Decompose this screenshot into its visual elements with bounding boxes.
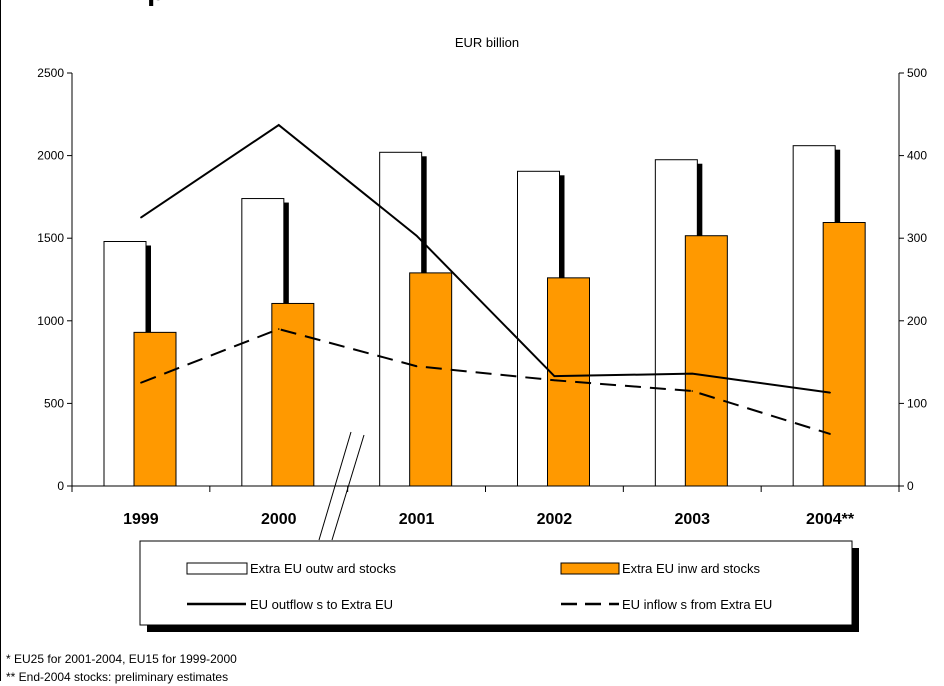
bar-inward-stocks	[271, 302, 315, 487]
bar-inward-stocks	[822, 222, 866, 487]
line-outflows	[140, 123, 831, 394]
right-axis-tick-label: 300	[907, 231, 927, 245]
x-axis-tick-label: 2001	[399, 511, 435, 528]
right-axis-tick-label: 500	[907, 66, 927, 80]
footnote: * EU25 for 2001-2004, EU15 for 1999-2000	[6, 652, 237, 666]
bar-inward-stocks	[133, 331, 177, 487]
point-outflows	[415, 234, 418, 237]
left-axis-tick-label: 1000	[37, 314, 64, 328]
left-axis-tick-label: 500	[44, 396, 64, 410]
point-inflows	[829, 433, 831, 435]
page-title-fragment: p	[147, 0, 165, 8]
point-outflows	[829, 391, 831, 394]
point-inflows	[140, 381, 142, 384]
x-axis-tick-label: 2000	[261, 511, 297, 528]
point-outflows	[140, 216, 142, 219]
line-inflows	[140, 328, 831, 435]
bar-inward-stocks	[684, 235, 728, 487]
point-inflows	[553, 379, 556, 382]
x-axis-tick-label: 1999	[123, 511, 159, 528]
bars	[103, 145, 866, 487]
point-outflows	[277, 124, 280, 126]
right-axis-tick-label: 200	[907, 314, 927, 328]
point-outflows	[553, 375, 556, 377]
legend-label-outflows: EU outflow s to Extra EU	[250, 597, 393, 612]
x-axis-tick-label: 2002	[537, 511, 573, 528]
point-inflows	[691, 390, 694, 392]
unit-label: EUR billion	[455, 35, 519, 50]
point-inflows	[277, 328, 280, 330]
axis-break-mark	[318, 431, 365, 541]
series-lines	[140, 123, 831, 435]
legend-label-outward: Extra EU outw ard stocks	[250, 561, 396, 576]
left-axis-tick-label: 2000	[37, 149, 64, 163]
x-axis-tick-label: 2003	[674, 511, 710, 528]
frame-left-border	[0, 0, 1, 681]
right-axis-tick-label: 400	[907, 149, 927, 163]
point-inflows	[415, 365, 418, 368]
legend-label-inward: Extra EU inw ard stocks	[622, 561, 760, 576]
left-axis-tick-label: 2500	[37, 66, 64, 80]
legend-swatch-outward	[186, 562, 248, 575]
bar-inward-stocks	[409, 272, 453, 487]
x-axis-tick-label: 2004**	[806, 511, 855, 528]
legend-swatch-inward	[560, 562, 620, 575]
footnote: ** End-2004 stocks: preliminary estimate…	[6, 670, 229, 684]
legend: Extra EU outw ard stocks Extra EU inw ar…	[139, 540, 859, 632]
left-axis-tick-label: 1500	[37, 231, 64, 245]
right-axis-tick-label: 0	[907, 479, 914, 493]
legend-label-inflows: EU inflow s from Extra EU	[622, 597, 772, 612]
right-axis-tick-label: 100	[907, 396, 927, 410]
axes: 0 500 1000 1500 2000 2500 0 100 200 300 400 500 1999…	[37, 66, 927, 528]
left-axis-tick-label: 0	[57, 479, 64, 493]
point-outflows	[691, 372, 694, 375]
